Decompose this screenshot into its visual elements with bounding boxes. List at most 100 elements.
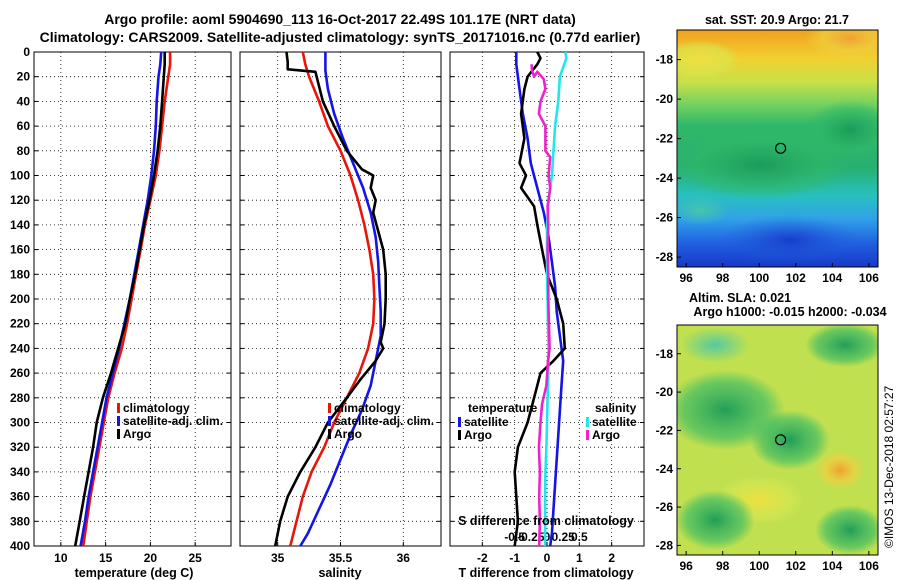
sst-map-ticks: 96 98 100 102 104 106 -18 -20 -22 -24 -26 -28 (656, 53, 880, 285)
x-tick-label: 10 (54, 551, 68, 565)
map-y-tick-label: -26 (656, 211, 674, 225)
y-tick-label: 200 (10, 292, 30, 306)
temperature-xlabel: temperature (deg C) (75, 566, 194, 580)
title-line-2: Climatology: CARS2009. Satellite-adjuste… (40, 29, 641, 45)
sla-green-patch-sw (677, 490, 755, 550)
sla-map-ticks: 96 98 100 102 104 106 -18 -20 -22 -24 -26 -28 (656, 347, 880, 573)
legend-swatch (586, 417, 589, 427)
y-tick-label: 380 (10, 514, 30, 528)
sst-blue-patch (720, 215, 860, 265)
legend-swatch (117, 416, 120, 426)
y-tick-label: 340 (10, 465, 30, 479)
legend-label: climatology (123, 401, 190, 415)
sla-map-title-line-2: Argo h1000: -0.015 h2000: -0.034 (693, 305, 886, 319)
series-line (73, 52, 166, 547)
legend-title-temperature: temperature (468, 401, 538, 415)
map-y-tick-label: -28 (656, 250, 674, 264)
x-tick-label: -1 (509, 551, 520, 565)
y-tick-label: 180 (10, 267, 30, 281)
map-y-tick-label: -26 (656, 500, 674, 514)
difference-legend: temperaturesatelliteArgosalinitysatellit… (458, 401, 637, 442)
series-line (299, 52, 383, 547)
y-tick-label: 160 (10, 243, 30, 257)
s-tick-label: -0.25 (517, 530, 545, 544)
y-tick-label: 360 (10, 490, 30, 504)
sst-yellow-patch (677, 40, 740, 80)
map-x-tick-label: 100 (749, 559, 769, 573)
sst-map-frame (676, 29, 879, 268)
y-tick-label: 120 (10, 193, 30, 207)
legend-swatch (458, 430, 461, 440)
legend-swatch (458, 417, 461, 427)
s-tick-label: 0.5 (571, 530, 588, 544)
map-x-tick-label: 104 (822, 271, 842, 285)
sla-argo-location-marker (775, 434, 787, 446)
sla-map-frame (676, 324, 879, 556)
x-tick-label: -2 (477, 551, 488, 565)
series-line (273, 51, 388, 547)
map-x-tick-label: 106 (859, 271, 879, 285)
sla-cyan-patch (680, 327, 750, 363)
y-tick-label: 400 (10, 539, 30, 553)
temperature-panel: 10 15 20 25 0 20 40 60 80 100 120 140 160 180 200 220 24… (10, 45, 232, 580)
sst-map-title: sat. SST: 20.9 Argo: 21.7 (705, 13, 849, 27)
legend-swatch (328, 429, 331, 439)
imos-credit: ©IMOS 13-Dec-2018 02:57:27 (882, 385, 896, 548)
legend-swatch (328, 403, 331, 413)
legend-label: satellite (464, 415, 509, 429)
sla-green-patch-ne (805, 325, 878, 367)
map-y-tick-label: -20 (656, 92, 674, 106)
temperature-ticks: 10 15 20 25 0 20 40 60 80 100 120 140 160 180 200 220 24… (10, 45, 231, 565)
s-tick-label: 0 (544, 530, 551, 544)
x-tick-label: 2 (608, 551, 615, 565)
map-y-tick-label: -20 (656, 385, 674, 399)
map-x-tick-label: 98 (716, 559, 730, 573)
temperature-lines (73, 51, 172, 547)
y-tick-label: 280 (10, 391, 30, 405)
sst-green-patch (677, 130, 850, 200)
temperature-grid (34, 52, 231, 546)
difference-lines (513, 51, 568, 547)
map-x-tick-label: 106 (859, 559, 879, 573)
map-y-tick-label: -18 (656, 53, 674, 67)
legend-swatch (328, 416, 331, 426)
sst-warm-patch (805, 30, 878, 60)
y-tick-label: 260 (10, 366, 30, 380)
legend-swatch (586, 430, 589, 440)
x-tick-label: 20 (144, 551, 158, 565)
x-tick-label: 25 (189, 551, 203, 565)
y-tick-label: 0 (23, 45, 30, 59)
sla-green-patch-se (815, 505, 878, 555)
legend-swatch (117, 429, 120, 439)
sst-map-field (677, 30, 878, 267)
sst-argo-location-marker (775, 142, 787, 154)
y-tick-label: 300 (10, 416, 30, 430)
map-y-tick-label: -28 (656, 538, 674, 552)
map-x-tick-label: 96 (679, 559, 693, 573)
legend-label: climatology (334, 401, 401, 415)
map-x-tick-label: 102 (786, 271, 806, 285)
series-line (513, 51, 567, 547)
map-y-tick-label: -18 (656, 347, 674, 361)
title-line-1: Argo profile: aoml 5904690_113 16-Oct-20… (104, 11, 576, 27)
legend-swatch (117, 403, 120, 413)
sla-orange-patch (815, 450, 865, 490)
map-x-tick-label: 102 (786, 559, 806, 573)
salinity-xlabel: salinity (318, 566, 361, 580)
legend-label: satellite-adj. clim. (123, 414, 223, 428)
legend-label: satellite-adj. clim. (334, 414, 434, 428)
legend-label: Argo (464, 428, 492, 442)
map-y-tick-label: -24 (656, 462, 674, 476)
salinity-lines (273, 51, 388, 547)
map-y-tick-label: -24 (656, 171, 674, 185)
map-x-tick-label: 98 (716, 271, 730, 285)
series-line (289, 51, 376, 547)
sst-map: sat. SST: 20.9 Argo: 21.7 96 98 100 102 104 1… (656, 13, 880, 285)
series-line (530, 64, 552, 547)
y-tick-label: 100 (10, 169, 30, 183)
legend-label: satellite (592, 415, 637, 429)
legend-label: Argo (334, 427, 362, 441)
